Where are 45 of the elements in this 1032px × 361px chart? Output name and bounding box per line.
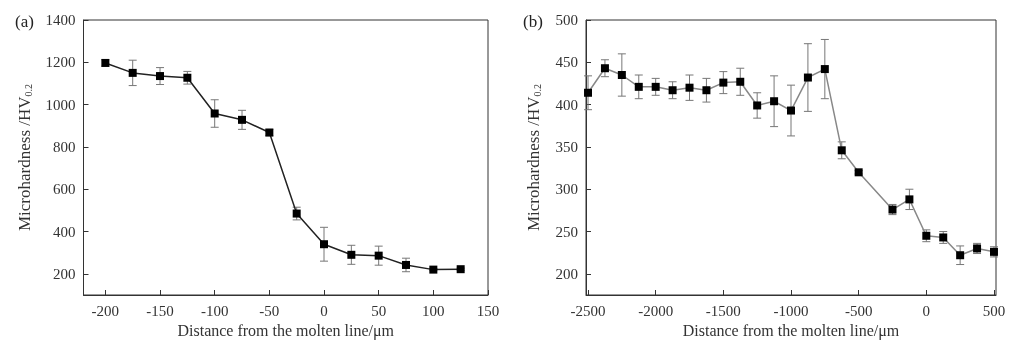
point xyxy=(156,72,165,81)
point xyxy=(347,250,356,259)
point xyxy=(320,240,329,249)
x-tick-label: 500 xyxy=(982,302,1006,319)
y-axis-title: Microhardness /HV0.2 xyxy=(15,83,34,232)
point xyxy=(456,265,465,274)
x-tick-label: 150 xyxy=(476,302,500,319)
x-tick-label: 0 xyxy=(320,302,328,319)
y-tick-label: 300 xyxy=(555,181,578,198)
x-tick-label: -1000 xyxy=(773,302,809,319)
x-tick-label: -2000 xyxy=(638,302,674,319)
point xyxy=(374,251,383,260)
y-tick-label: 200 xyxy=(53,265,76,282)
x-tick-label: -100 xyxy=(200,302,229,319)
chart-title: (a) xyxy=(15,12,34,31)
y-tick-label: 1400 xyxy=(45,12,76,28)
chart-title: (b) xyxy=(523,12,543,31)
y-tick-label: 450 xyxy=(555,54,578,71)
y-tick-label: 350 xyxy=(555,138,578,155)
point xyxy=(210,109,219,118)
x-tick-label: -200 xyxy=(91,302,120,319)
point xyxy=(128,68,137,77)
y-tick-label: 1000 xyxy=(45,96,76,113)
point xyxy=(238,115,247,124)
y-tick-label: 800 xyxy=(53,138,76,155)
y-tick-label: 500 xyxy=(555,12,578,28)
y-tick-label: 400 xyxy=(53,223,76,240)
x-tick-label: -500 xyxy=(844,302,873,319)
x-tick-label: 50 xyxy=(371,302,387,319)
y-tick-label: 200 xyxy=(555,265,578,282)
x-tick-label: -150 xyxy=(146,302,174,319)
y-tick-label: 1200 xyxy=(45,54,76,71)
x-tick-label: -2500 xyxy=(570,302,606,319)
y-tick-label: 400 xyxy=(555,96,578,113)
point xyxy=(402,260,411,269)
x-axis-title: Distance from the molten line/μm xyxy=(177,322,395,341)
y-axis-title: Microhardness /HV0.2 xyxy=(523,83,543,232)
x-tick-label: -1500 xyxy=(705,302,741,319)
point xyxy=(429,265,438,274)
x-tick-label: 100 xyxy=(422,302,445,319)
x-axis-title: Distance from the molten line/μm xyxy=(682,322,900,341)
y-tick-label: 250 xyxy=(555,223,578,240)
x-tick-label: 0 xyxy=(922,302,931,319)
x-tick-label: -50 xyxy=(259,302,280,319)
y-tick-label: 600 xyxy=(53,181,76,198)
